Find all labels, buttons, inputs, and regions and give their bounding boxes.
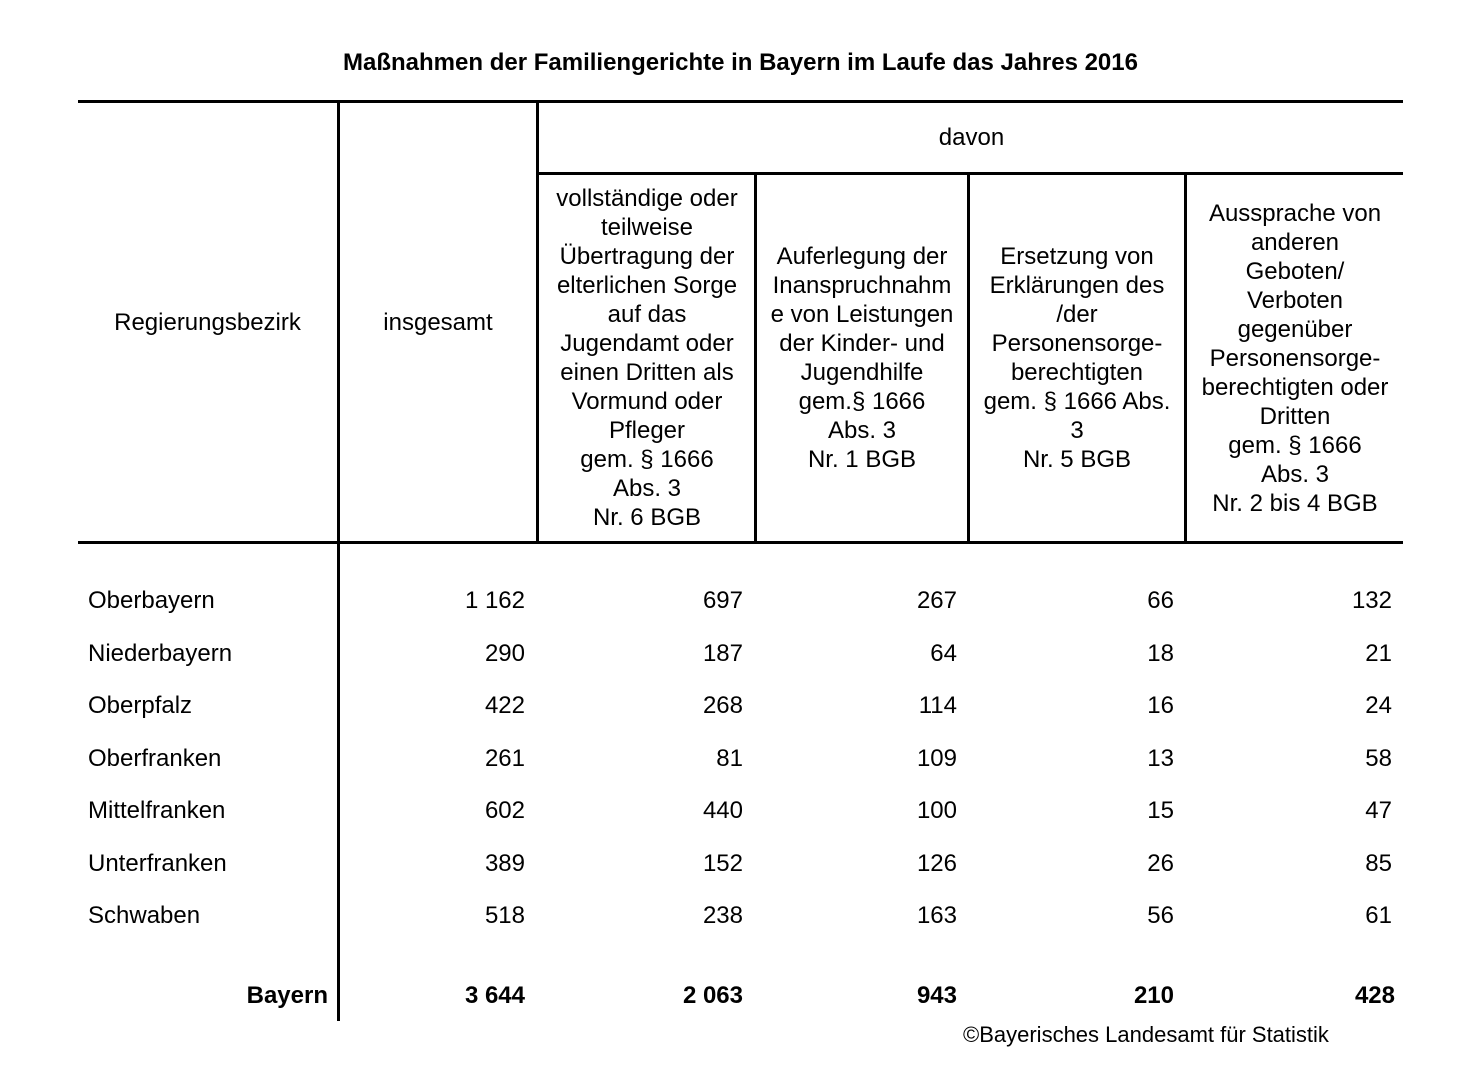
column-header-declaration-replacement: Ersetzung von Erklärungen des /der Perso… xyxy=(983,243,1171,473)
region-cell: Oberfranken xyxy=(88,744,222,772)
total-cell: 290 xyxy=(484,639,525,667)
youth-services-cell: 64 xyxy=(930,639,957,667)
youth-services-cell: 100 xyxy=(916,797,957,825)
table-top-rule xyxy=(78,100,1403,103)
youth-services-cell: 163 xyxy=(916,902,957,930)
table-row: Oberfranken 261 81 109 13 58 xyxy=(78,733,1403,786)
total-cell: 261 xyxy=(484,744,525,772)
region-cell: Oberbayern xyxy=(88,587,215,615)
header-bottom-rule xyxy=(78,541,1403,544)
custody-transfer-cell: 697 xyxy=(702,587,743,615)
orders-prohibitions-cell: 58 xyxy=(1365,744,1392,772)
table-row: Mittelfranken 602 440 100 15 47 xyxy=(78,785,1403,838)
total-column-divider xyxy=(536,100,539,544)
column-header-region: Regierungsbezirk xyxy=(114,308,301,336)
table-row: Oberpfalz 422 268 114 16 24 xyxy=(78,680,1403,733)
region-cell: Unterfranken xyxy=(88,849,227,877)
totals-declaration-replacement-cell: 210 xyxy=(1133,981,1174,1009)
declaration-replacement-cell: 16 xyxy=(1147,692,1174,720)
orders-prohibitions-cell: 21 xyxy=(1365,639,1392,667)
region-cell: Mittelfranken xyxy=(88,797,226,825)
table-row: Oberbayern 1 162 697 267 66 132 xyxy=(78,575,1403,628)
page-title: Maßnahmen der Familiengerichte in Bayern… xyxy=(343,49,1138,76)
column-header-orders-prohibitions: Aussprache von anderen Geboten/ Verboten… xyxy=(1201,199,1389,517)
column-header-youth-services: Auferlegung der Inanspruchnahm e von Lei… xyxy=(770,243,954,473)
orders-prohibitions-cell: 132 xyxy=(1351,587,1392,615)
copyright-note: ©Bayerisches Landesamt für Statistik xyxy=(963,1022,1329,1047)
totals-youth-services-cell: 943 xyxy=(916,981,957,1009)
youth-services-cell: 126 xyxy=(916,849,957,877)
subcolumn-divider-3 xyxy=(1184,172,1187,544)
column-header-custody-transfer: vollständige oder teilweise Übertragung … xyxy=(556,185,738,531)
table-row: Unterfranken 389 152 126 26 85 xyxy=(78,838,1403,891)
column-header-davon: davon xyxy=(938,124,1005,151)
total-cell: 422 xyxy=(484,692,525,720)
youth-services-cell: 114 xyxy=(918,692,957,720)
youth-services-cell: 109 xyxy=(916,744,957,772)
davon-underline-rule xyxy=(537,172,1403,175)
region-cell: Niederbayern xyxy=(88,639,233,667)
totals-custody-transfer-cell: 2 063 xyxy=(682,981,743,1009)
totals-total-cell: 3 644 xyxy=(464,981,525,1009)
region-column-divider xyxy=(337,100,340,1021)
totals-region-cell: Bayern xyxy=(246,981,328,1009)
declaration-replacement-cell: 56 xyxy=(1147,902,1174,930)
column-header-total: insgesamt xyxy=(383,308,493,336)
custody-transfer-cell: 187 xyxy=(702,639,743,667)
totals-row: Bayern 3 644 2 063 943 210 428 xyxy=(78,969,1403,1022)
declaration-replacement-cell: 66 xyxy=(1147,587,1174,615)
custody-transfer-cell: 440 xyxy=(702,797,743,825)
total-cell: 1 162 xyxy=(464,587,525,615)
region-cell: Schwaben xyxy=(88,902,201,930)
declaration-replacement-cell: 15 xyxy=(1147,797,1174,825)
custody-transfer-cell: 268 xyxy=(702,692,743,720)
declaration-replacement-cell: 13 xyxy=(1147,744,1174,772)
table-row: Schwaben 518 238 163 56 61 xyxy=(78,890,1403,943)
youth-services-cell: 267 xyxy=(916,587,957,615)
subcolumn-divider-1 xyxy=(754,172,757,544)
orders-prohibitions-cell: 85 xyxy=(1365,849,1392,877)
custody-transfer-cell: 81 xyxy=(716,744,743,772)
table-body: Oberbayern 1 162 697 267 66 132 Niederba… xyxy=(78,575,1403,943)
total-cell: 518 xyxy=(484,902,525,930)
orders-prohibitions-cell: 47 xyxy=(1365,797,1392,825)
custody-transfer-cell: 152 xyxy=(702,849,743,877)
orders-prohibitions-cell: 61 xyxy=(1365,902,1392,930)
region-cell: Oberpfalz xyxy=(88,692,193,720)
total-cell: 389 xyxy=(484,849,525,877)
orders-prohibitions-cell: 24 xyxy=(1365,692,1392,720)
total-cell: 602 xyxy=(484,797,525,825)
declaration-replacement-cell: 26 xyxy=(1147,849,1174,877)
table-row: Niederbayern 290 187 64 18 21 xyxy=(78,628,1403,681)
totals-orders-prohibitions-cell: 428 xyxy=(1354,981,1395,1009)
subcolumn-divider-2 xyxy=(967,172,970,544)
custody-transfer-cell: 238 xyxy=(702,902,743,930)
declaration-replacement-cell: 18 xyxy=(1147,639,1174,667)
